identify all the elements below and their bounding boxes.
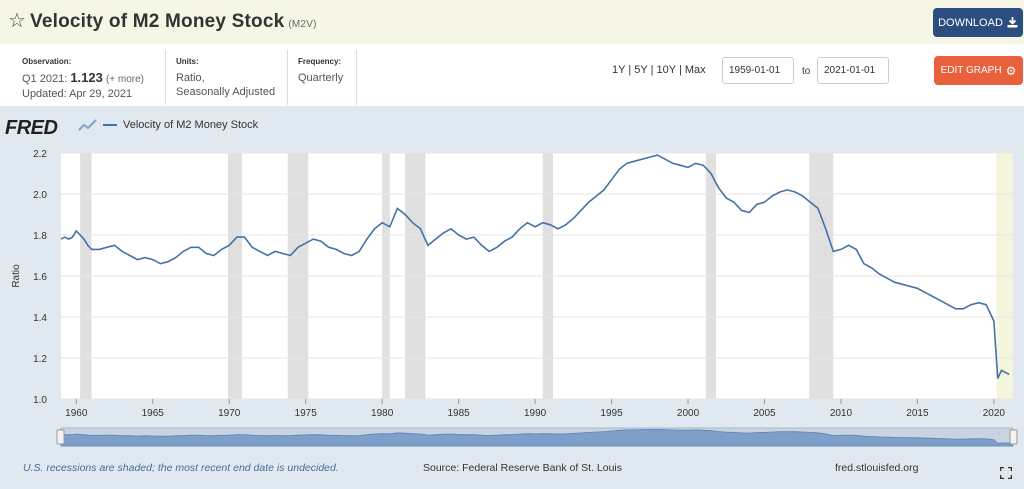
to-label: to	[802, 66, 811, 77]
more-observations-link[interactable]: (+ more)	[105, 74, 144, 85]
navigator-left-handle[interactable]	[56, 429, 65, 445]
units-line2: Seasonally Adjusted	[176, 86, 276, 98]
fred-logo-graph-icon	[78, 119, 97, 131]
observation-block: Observation: Q1 2021: 1.123 (+ more) Upd…	[22, 55, 144, 101]
x-tick-label: 1965	[142, 408, 165, 419]
meta-divider	[165, 50, 166, 105]
range-max-button[interactable]: Max	[684, 64, 706, 76]
end-date-input[interactable]	[817, 57, 889, 84]
range-separator: |	[628, 64, 632, 76]
series-title-text: Velocity of M2 Money Stock	[30, 11, 285, 32]
gear-icon: ⚙	[1005, 63, 1017, 78]
download-label: DOWNLOAD	[938, 16, 1003, 29]
units-label: Units:	[176, 57, 199, 66]
units-block: Units: Ratio, Seasonally Adjusted	[176, 55, 275, 99]
navigator-area	[60, 428, 1015, 447]
download-button[interactable]: DOWNLOAD	[933, 8, 1023, 37]
start-date-input[interactable]	[722, 57, 794, 84]
y-tick-label: 1.2	[33, 354, 47, 365]
fullscreen-icon[interactable]	[1000, 467, 1012, 479]
x-tick-label: 1960	[65, 408, 88, 419]
observation-period: Q1 2021:	[22, 73, 68, 85]
range-5y-button[interactable]: 5Y	[634, 64, 648, 76]
y-tick-label: 1.8	[33, 231, 47, 242]
header-bar: ☆ Velocity of M2 Money Stock (M2V) DOWNLO…	[0, 0, 1024, 44]
legend-line-swatch	[103, 124, 117, 126]
x-tick-label: 1990	[524, 408, 547, 419]
x-tick-label: 2015	[906, 408, 929, 419]
edit-graph-button[interactable]: EDIT GRAPH ⚙	[934, 56, 1023, 85]
meta-divider	[287, 50, 288, 105]
y-tick-label: 1.4	[33, 313, 47, 324]
x-tick-label: 1995	[600, 408, 623, 419]
x-tick-label: 1985	[447, 408, 470, 419]
y-tick-label: 2.0	[33, 190, 47, 201]
updated-date: Updated: Apr 29, 2021	[22, 88, 133, 100]
frequency-value: Quarterly	[298, 72, 344, 84]
x-tick-label: 1970	[218, 408, 241, 419]
x-tick-label: 1975	[295, 408, 318, 419]
y-tick-label: 1.0	[33, 395, 47, 406]
series-line-m2v	[60, 154, 1010, 379]
y-axis-label: Ratio	[11, 264, 22, 288]
y-tick-label: 1.6	[33, 272, 47, 283]
chart-svg: 1.0 1.2 1.4 1.6 1.8 2.0 2.2 1960 1965 1970 1975 198…	[11, 149, 1018, 447]
legend-label: Velocity of M2 Money Stock	[123, 119, 259, 131]
date-range-presets: 1Y | 5Y | 10Y | Max	[612, 64, 706, 76]
range-1y-button[interactable]: 1Y	[612, 64, 626, 76]
chart-legend: Velocity of M2 Money Stock	[103, 119, 258, 131]
observation-value: 1.123	[70, 70, 103, 85]
y-tick-label: 2.2	[33, 149, 47, 160]
fred-logo: FRED	[5, 117, 58, 139]
chart-area: 1.0 1.2 1.4 1.6 1.8 2.0 2.2 1960 1965 1970 1975 198…	[0, 106, 1024, 489]
download-icon	[1007, 17, 1018, 28]
x-tick-label: 2020	[983, 408, 1006, 419]
site-link[interactable]: fred.stlouisfed.org	[835, 462, 919, 474]
recession-note: U.S. recessions are shaded; the most rec…	[23, 462, 339, 474]
frequency-label: Frequency:	[298, 57, 342, 66]
x-tick-label: 2005	[753, 408, 776, 419]
frequency-block: Frequency: Quarterly	[298, 55, 343, 85]
series-code: (M2V)	[288, 19, 317, 30]
range-10y-button[interactable]: 10Y	[656, 64, 676, 76]
units-line1: Ratio,	[176, 72, 205, 84]
x-tick-label: 2010	[830, 408, 853, 419]
meta-divider	[356, 50, 357, 105]
range-separator: |	[678, 64, 682, 76]
x-tick-label: 2000	[677, 408, 700, 419]
x-tick-label: 1980	[371, 408, 394, 419]
source-text: Source: Federal Reserve Bank of St. Loui…	[423, 462, 623, 474]
navigator-right-handle[interactable]	[1009, 429, 1018, 445]
series-title: Velocity of M2 Money Stock (M2V)	[30, 11, 317, 33]
observation-label: Observation:	[22, 57, 72, 66]
edit-graph-label: EDIT GRAPH	[940, 65, 1002, 76]
series-meta-bar: Observation: Q1 2021: 1.123 (+ more) Upd…	[0, 44, 1024, 106]
range-separator: |	[650, 64, 654, 76]
star-outline-icon[interactable]: ☆	[8, 10, 26, 32]
